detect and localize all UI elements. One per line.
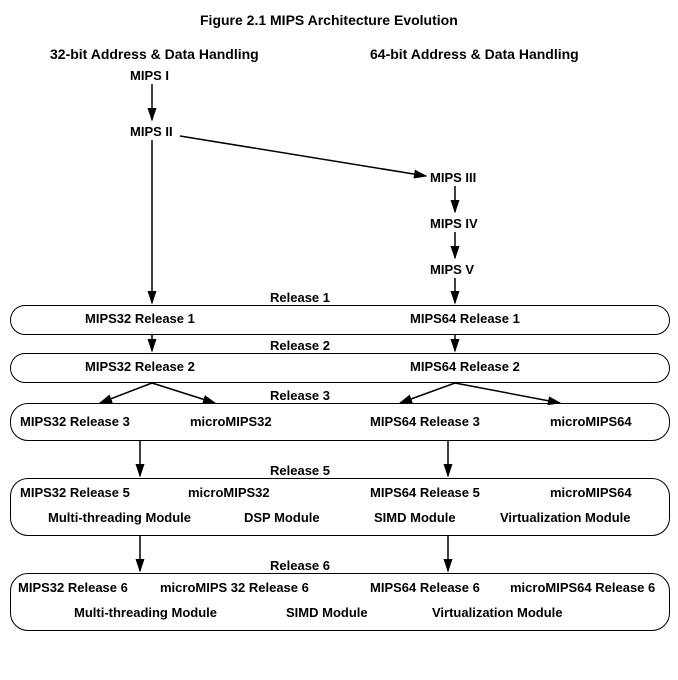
node-micromips64-r6: microMIPS64 Release 6 <box>510 580 655 595</box>
node-virtualization-r6: Virtualization Module <box>432 605 563 620</box>
node-micromips64-r3: microMIPS64 <box>550 414 632 429</box>
node-simd-r6: SIMD Module <box>286 605 368 620</box>
node-micromips32-r5: microMIPS32 <box>188 485 270 500</box>
node-dsp-r5: DSP Module <box>244 510 320 525</box>
node-mips32-r5: MIPS32 Release 5 <box>20 485 130 500</box>
node-mips2: MIPS II <box>130 124 173 139</box>
node-mips64-r2: MIPS64 Release 2 <box>410 359 520 374</box>
release1-label: Release 1 <box>270 290 330 305</box>
node-mips64-r5: MIPS64 Release 5 <box>370 485 480 500</box>
node-mips32-r1: MIPS32 Release 1 <box>85 311 195 326</box>
release2-label: Release 2 <box>270 338 330 353</box>
node-mips32-r2: MIPS32 Release 2 <box>85 359 195 374</box>
node-micromips64-r5: microMIPS64 <box>550 485 632 500</box>
release6-label: Release 6 <box>270 558 330 573</box>
figure-title: Figure 2.1 MIPS Architecture Evolution <box>200 12 458 28</box>
node-mips1: MIPS I <box>130 68 169 83</box>
node-mips64-r1: MIPS64 Release 1 <box>410 311 520 326</box>
node-mips32-r6: MIPS32 Release 6 <box>18 580 128 595</box>
node-mips32-r3: MIPS32 Release 3 <box>20 414 130 429</box>
header-right: 64-bit Address & Data Handling <box>370 46 579 62</box>
node-mips64-r6: MIPS64 Release 6 <box>370 580 480 595</box>
node-micromips32-r6: microMIPS 32 Release 6 <box>160 580 309 595</box>
node-simd-r5: SIMD Module <box>374 510 456 525</box>
release5-label: Release 5 <box>270 463 330 478</box>
node-virtualization-r5: Virtualization Module <box>500 510 631 525</box>
node-mips3: MIPS III <box>430 170 476 185</box>
node-multithreading-r5: Multi-threading Module <box>48 510 191 525</box>
release3-label: Release 3 <box>270 388 330 403</box>
header-left: 32-bit Address & Data Handling <box>50 46 259 62</box>
node-mips4: MIPS IV <box>430 216 478 231</box>
node-multithreading-r6: Multi-threading Module <box>74 605 217 620</box>
diagram-stage: Figure 2.1 MIPS Architecture Evolution 3… <box>0 0 678 680</box>
node-micromips32-r3: microMIPS32 <box>190 414 272 429</box>
node-mips64-r3: MIPS64 Release 3 <box>370 414 480 429</box>
node-mips5: MIPS V <box>430 262 474 277</box>
